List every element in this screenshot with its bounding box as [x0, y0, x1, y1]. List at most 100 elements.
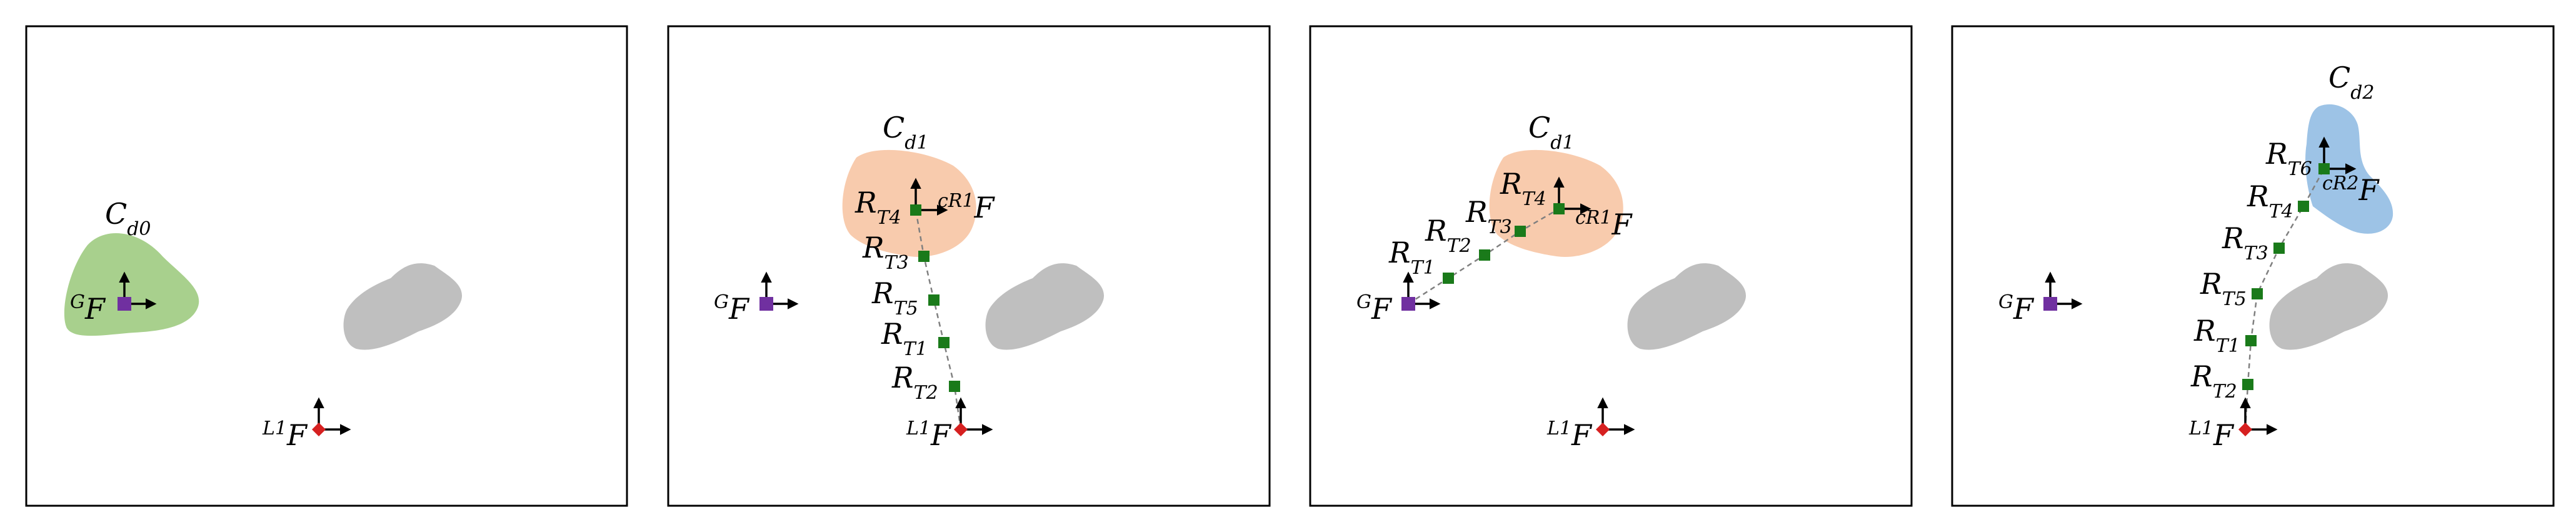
frame-superscript: G — [1998, 291, 2013, 313]
label-subscript: T5 — [2222, 288, 2247, 310]
frame-base: F — [1611, 208, 1633, 241]
frame-base: F — [1371, 292, 1393, 326]
label-subscript: d1 — [1550, 132, 1574, 154]
relay-label: RT1 — [1388, 236, 1435, 279]
label-base: R — [2265, 137, 2288, 171]
panel-frame — [1951, 25, 2555, 507]
relay-marker-icon — [2273, 243, 2285, 254]
label-base: R — [881, 317, 903, 351]
label-subscript: T4 — [2269, 201, 2293, 223]
label-base: R — [1388, 236, 1411, 269]
goal-marker-icon — [2043, 297, 2057, 311]
label-base: R — [862, 231, 885, 264]
frame-base: F — [2358, 173, 2380, 207]
label-base: C — [105, 197, 127, 231]
frame-superscript: G — [70, 291, 85, 313]
robot-marker-icon — [312, 423, 326, 436]
label-base: R — [1425, 214, 1447, 248]
relay-marker-icon — [928, 294, 940, 306]
label-base: R — [2193, 314, 2216, 348]
obstacle-blob — [2269, 263, 2388, 350]
frame-superscript: G — [1356, 291, 1371, 313]
label-subscript: T3 — [2244, 243, 2268, 264]
frame-superscript: cR1 — [1575, 207, 1611, 229]
frame-base: F — [930, 418, 952, 452]
label-base: C — [883, 111, 905, 144]
relay-label: RT5 — [2200, 267, 2247, 310]
label-subscript: T1 — [903, 338, 928, 360]
relay-marker-icon — [2298, 201, 2309, 212]
label-base: R — [891, 361, 914, 394]
relay-label: RT6 — [2265, 137, 2312, 180]
comm-frame-label: cR2F — [2322, 173, 2380, 208]
label-subscript: d1 — [905, 132, 928, 154]
relay-marker-icon — [1479, 249, 1490, 261]
label-subscript: T4 — [877, 207, 901, 229]
relay-marker-icon — [910, 204, 921, 216]
goal-marker-icon — [759, 297, 773, 311]
relay-marker-icon — [1553, 203, 1565, 214]
goal-frame-label: GF — [714, 291, 750, 326]
frame-superscript: L1 — [1546, 418, 1571, 439]
relay-label: RT3 — [1465, 195, 1512, 238]
comm-frame-label: cR1F — [1575, 207, 1633, 242]
goal-frame-label: GF — [1998, 291, 2035, 326]
frame-superscript: L1 — [2188, 418, 2213, 439]
relay-marker-icon — [2245, 335, 2257, 346]
frame-base: F — [286, 418, 308, 452]
goal-marker-icon — [1401, 297, 1415, 311]
comm-frame-label: cR1F — [938, 190, 995, 225]
panel-frame — [1309, 25, 1913, 507]
relay-label: RT4 — [854, 186, 901, 229]
cloud-label: Cd1 — [1528, 111, 1575, 154]
relay-marker-icon — [938, 337, 950, 348]
frame-superscript: cR2 — [2322, 173, 2358, 194]
label-subscript: T2 — [2213, 381, 2237, 403]
relay-chain-path — [915, 209, 962, 430]
relay-label: RT3 — [862, 231, 909, 274]
frame-base: F — [973, 191, 995, 224]
frame-base: F — [728, 292, 750, 326]
robot-marker-icon — [1596, 423, 1610, 436]
label-base: R — [1500, 167, 1522, 201]
relay-marker-icon — [2252, 288, 2263, 299]
label-subscript: T4 — [1522, 188, 1546, 210]
goal-frame-label: GF — [1356, 291, 1393, 326]
frame-superscript: cR1 — [938, 190, 974, 212]
label-subscript: T3 — [885, 252, 909, 274]
relay-label: RT2 — [1425, 214, 1471, 257]
label-subscript: T3 — [1488, 216, 1512, 238]
label-subscript: T5 — [894, 298, 918, 319]
relay-marker-icon — [2242, 379, 2253, 390]
label-subscript: T2 — [914, 382, 938, 404]
frame-base: F — [84, 292, 106, 326]
relay-label: RT3 — [2222, 221, 2268, 264]
label-subscript: T1 — [1411, 257, 1435, 279]
goal-marker-icon — [118, 297, 131, 311]
label-base: R — [2190, 359, 2213, 393]
label-base: R — [2200, 267, 2222, 301]
communication-region-blob — [842, 149, 976, 257]
relay-label: RT4 — [1500, 167, 1546, 210]
frame-base: F — [2213, 418, 2235, 452]
label-base: R — [854, 186, 877, 219]
cloud-label: Cd2 — [2328, 61, 2375, 104]
frame-base: F — [1571, 418, 1593, 452]
label-base: R — [2247, 179, 2269, 213]
robot-frame-label: L1F — [1546, 418, 1593, 453]
obstacle-blob — [985, 263, 1105, 350]
label-subscript: T2 — [1447, 235, 1471, 257]
robot-marker-icon — [2238, 423, 2252, 436]
obstacle-blob — [1627, 263, 1747, 350]
label-base: C — [1528, 111, 1550, 144]
label-subscript: T6 — [2288, 158, 2312, 180]
frame-base: F — [2013, 292, 2035, 326]
cloud-label: Cd1 — [883, 111, 929, 154]
label-base: R — [2222, 221, 2244, 255]
robot-frame-label: L1F — [262, 418, 308, 453]
relay-marker-icon — [2318, 163, 2330, 174]
